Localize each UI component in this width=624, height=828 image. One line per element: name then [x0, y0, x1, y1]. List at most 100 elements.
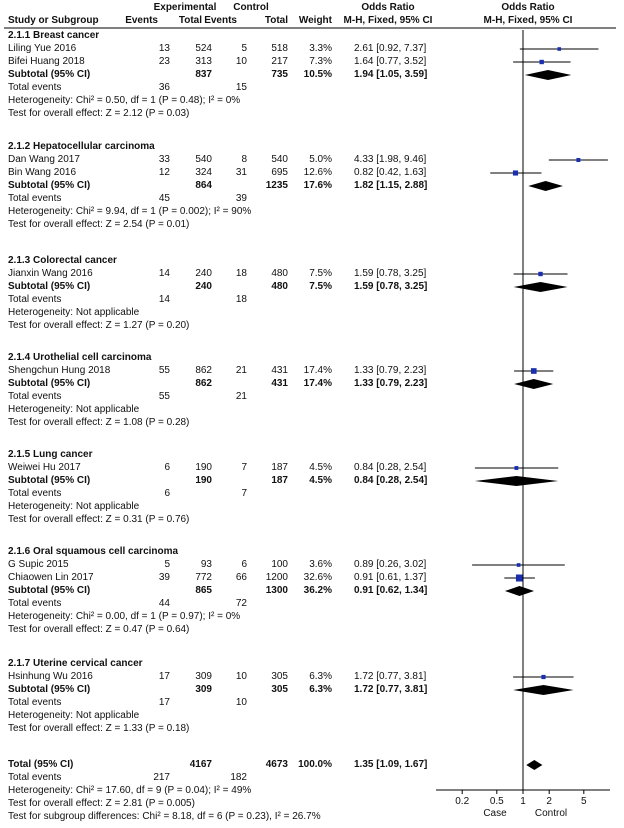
subtotal-weight: 17.6%	[303, 180, 332, 191]
e-total: 540	[195, 154, 212, 165]
c-events: 21	[235, 365, 247, 376]
subgroup-title: 2.1.5 Lung cancer	[8, 449, 93, 460]
study-marker	[516, 563, 521, 567]
header-control: Control	[233, 2, 269, 13]
study-marker	[576, 158, 581, 162]
total-events-c: 21	[235, 391, 247, 402]
subtotal-weight: 36.2%	[303, 585, 332, 596]
subtotal-e-total: 309	[195, 684, 212, 695]
e-total: 324	[195, 167, 212, 178]
odds-ratio-ci: 1.59 [0.78, 3.25]	[354, 268, 427, 279]
odds-ratio-ci: 0.89 [0.26, 3.02]	[354, 559, 427, 570]
e-total: 93	[200, 559, 212, 570]
total-c-total: 4673	[265, 759, 288, 770]
total-events-label: Total events	[8, 391, 62, 402]
e-total: 240	[195, 268, 212, 279]
subtotal-c-total: 480	[271, 281, 288, 292]
x-tick-label: 2	[546, 796, 552, 807]
subgroup-differences: Test for subgroup differences: Chi² = 8.…	[8, 811, 321, 822]
subtotal-diamond	[474, 476, 559, 486]
subtotal-diamond	[524, 70, 572, 80]
e-total: 862	[195, 365, 212, 376]
odds-ratio-ci: 1.64 [0.77, 3.52]	[354, 56, 427, 67]
e-total: 524	[195, 43, 212, 54]
weight: 4.5%	[309, 462, 332, 473]
study-name: Bifei Huang 2018	[8, 56, 85, 67]
subtotal-label: Subtotal (95% CI)	[8, 180, 91, 191]
c-total: 480	[271, 268, 288, 279]
weight: 17.4%	[303, 365, 332, 376]
e-total: 190	[195, 462, 212, 473]
header-e-events: Events	[125, 15, 158, 26]
study-name: G Supic 2015	[8, 559, 69, 570]
total-events-e: 44	[158, 598, 170, 609]
odds-ratio-ci: 0.84 [0.28, 2.54]	[354, 462, 427, 473]
subtotal-diamond	[514, 379, 554, 389]
total-events-e: 14	[158, 294, 170, 305]
header-odds-ratio-left: Odds Ratio	[361, 2, 415, 13]
header-c-total: Total	[264, 15, 288, 26]
total-events-e: 6	[164, 488, 170, 499]
e-events: 6	[164, 462, 170, 473]
study-marker	[541, 674, 546, 680]
c-total: 540	[271, 154, 288, 165]
weight: 3.3%	[309, 43, 332, 54]
total-weight: 100.0%	[298, 759, 332, 770]
c-events: 5	[241, 43, 247, 54]
weight: 7.3%	[309, 56, 332, 67]
c-total: 695	[271, 167, 288, 178]
total-events-label: Total events	[8, 697, 62, 708]
e-events: 33	[158, 154, 170, 165]
e-events: 14	[158, 268, 170, 279]
c-total: 431	[271, 365, 288, 376]
header-experimental: Experimental	[153, 2, 217, 13]
subtotal-label: Subtotal (95% CI)	[8, 475, 91, 486]
subtotal-diamond	[504, 586, 535, 596]
weight: 5.0%	[309, 154, 332, 165]
overall-effect: Test for overall effect: Z = 2.54 (P = 0…	[8, 219, 190, 230]
study-name: Dan Wang 2017	[8, 154, 80, 165]
total-ci: 1.35 [1.09, 1.67]	[354, 759, 428, 770]
subtotal-c-total: 187	[271, 475, 288, 486]
subtotal-e-total: 190	[195, 475, 212, 486]
e-events: 17	[158, 671, 170, 682]
heterogeneity: Heterogeneity: Not applicable	[8, 404, 140, 415]
subtotal-e-total: 837	[195, 69, 212, 80]
subgroup-title: 2.1.7 Uterine cervical cancer	[8, 658, 143, 669]
subtotal-c-total: 431	[271, 378, 288, 389]
subtotal-weight: 17.4%	[303, 378, 332, 389]
total-e-total: 4167	[189, 759, 212, 770]
overall-events-label: Total events	[8, 772, 62, 783]
subtotal-weight: 7.5%	[309, 281, 332, 292]
e-events: 12	[158, 167, 170, 178]
e-events: 55	[158, 365, 170, 376]
c-events: 18	[235, 268, 247, 279]
e-events: 5	[164, 559, 170, 570]
study-marker	[538, 271, 543, 277]
overall-effect: Test for overall effect: Z = 0.31 (P = 0…	[8, 514, 190, 525]
header-weight: Weight	[298, 15, 332, 26]
subtotal-label: Subtotal (95% CI)	[8, 684, 91, 695]
subtotal-weight: 4.5%	[309, 475, 332, 486]
subgroup-title: 2.1.1 Breast cancer	[8, 30, 100, 41]
subtotal-e-total: 862	[195, 378, 212, 389]
x-tick-label: 0.5	[489, 796, 504, 807]
subtotal-ci: 1.94 [1.05, 3.59]	[354, 69, 428, 80]
c-events: 10	[235, 671, 247, 682]
c-total: 100	[271, 559, 288, 570]
study-name: Chiaowen Lin 2017	[8, 572, 94, 583]
header-method-left: M-H, Fixed, 95% CI	[343, 15, 433, 26]
subtotal-ci: 1.33 [0.79, 2.23]	[354, 378, 428, 389]
subtotal-label: Subtotal (95% CI)	[8, 378, 91, 389]
study-name: Liling Yue 2016	[8, 43, 77, 54]
subtotal-ci: 1.72 [0.77, 3.81]	[354, 684, 428, 695]
odds-ratio-ci: 2.61 [0.92, 7.37]	[354, 43, 427, 54]
x-tick-label: 5	[581, 796, 587, 807]
c-total: 518	[271, 43, 288, 54]
header-method-right: M-H, Fixed, 95% CI	[483, 15, 573, 26]
overall-heterogeneity: Heterogeneity: Chi² = 17.60, df = 9 (P =…	[8, 785, 252, 796]
c-events: 10	[235, 56, 247, 67]
heterogeneity: Heterogeneity: Chi² = 0.00, df = 1 (P = …	[8, 611, 241, 622]
subtotal-label: Subtotal (95% CI)	[8, 585, 91, 596]
study-marker	[557, 47, 562, 51]
